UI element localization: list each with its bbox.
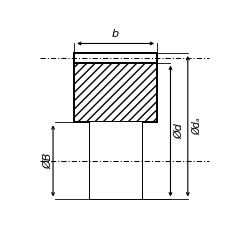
Bar bbox=[90, 122, 142, 200]
Text: Ødₐ: Ødₐ bbox=[192, 118, 202, 135]
Text: Ød: Ød bbox=[174, 123, 184, 139]
Bar bbox=[74, 63, 157, 122]
Text: ØB: ØB bbox=[43, 153, 53, 169]
Text: b: b bbox=[112, 29, 119, 39]
